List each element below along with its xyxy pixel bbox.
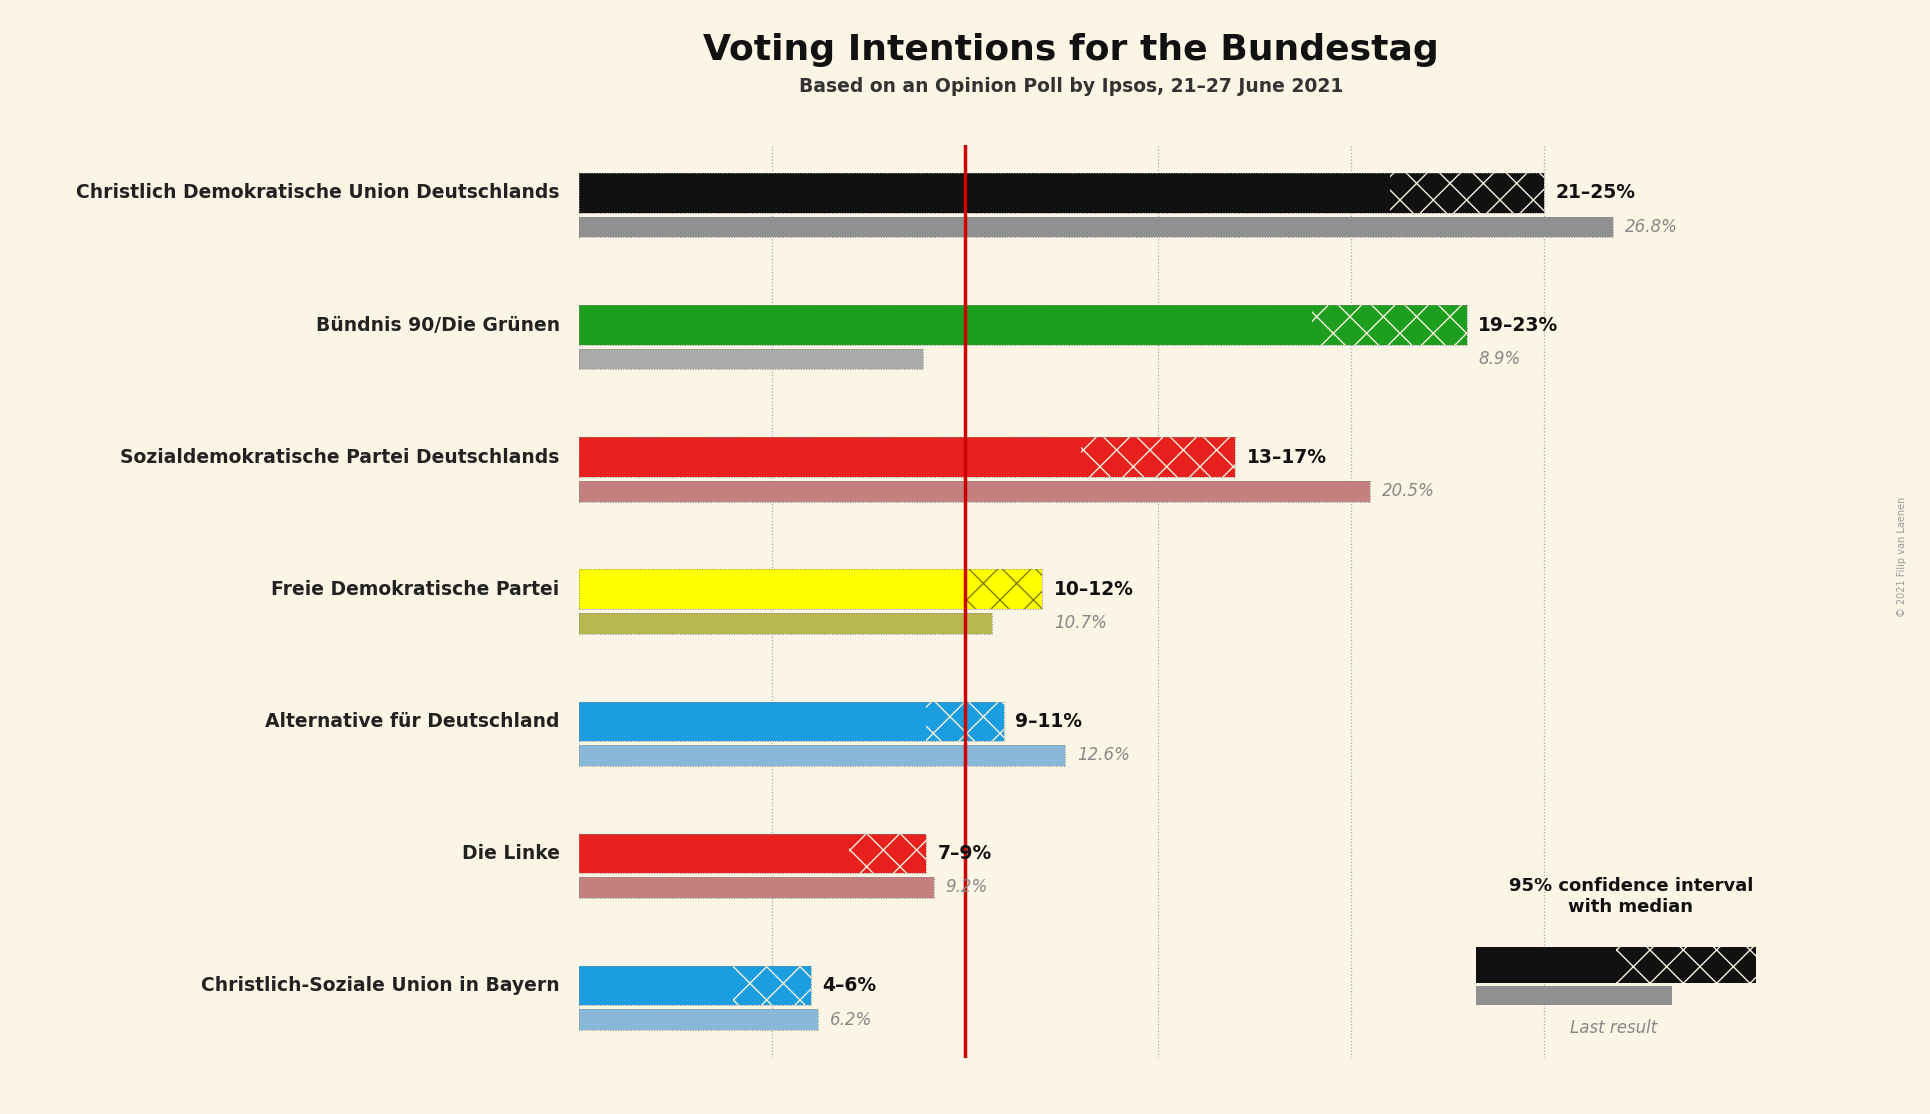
Text: Alternative für Deutschland: Alternative für Deutschland	[264, 712, 560, 731]
Text: 21–25%: 21–25%	[1556, 184, 1635, 203]
Text: 12.6%: 12.6%	[1077, 746, 1129, 764]
Text: 26.8%: 26.8%	[1625, 218, 1677, 236]
Text: 8.9%: 8.9%	[1478, 350, 1521, 368]
Bar	[733, 966, 811, 1006]
Text: Based on an Opinion Poll by Ipsos, 21–27 June 2021: Based on an Opinion Poll by Ipsos, 21–27…	[799, 77, 1343, 97]
Bar	[579, 877, 934, 898]
Text: Freie Demokratische Partei: Freie Demokratische Partei	[272, 579, 560, 599]
Bar	[579, 877, 934, 898]
Bar	[579, 216, 1613, 237]
Bar	[579, 349, 923, 370]
Bar	[926, 702, 1004, 741]
Bar	[579, 702, 1004, 741]
Text: 10–12%: 10–12%	[1054, 579, 1133, 599]
Bar	[579, 702, 926, 741]
Bar	[849, 833, 926, 873]
Bar	[1312, 305, 1467, 345]
Bar	[579, 745, 1065, 765]
Bar	[579, 833, 849, 873]
Text: Last result: Last result	[1569, 1019, 1658, 1037]
Text: 6.2%: 6.2%	[830, 1010, 872, 1028]
Bar	[579, 173, 1544, 213]
Bar	[849, 833, 926, 873]
Text: Voting Intentions for the Bundestag: Voting Intentions for the Bundestag	[703, 33, 1440, 67]
Bar	[579, 966, 733, 1006]
Bar	[1081, 438, 1235, 477]
Text: © 2021 Filip van Laenen: © 2021 Filip van Laenen	[1897, 497, 1907, 617]
Text: 10.7%: 10.7%	[1054, 614, 1106, 633]
Text: 95% confidence interval
with median: 95% confidence interval with median	[1509, 878, 1752, 916]
Text: 9–11%: 9–11%	[1015, 712, 1083, 731]
Text: Christlich Demokratische Union Deutschlands: Christlich Demokratische Union Deutschla…	[75, 184, 560, 203]
Bar	[579, 305, 1312, 345]
Bar	[965, 569, 1042, 609]
Bar	[579, 305, 1467, 345]
Bar	[579, 438, 1081, 477]
Bar	[579, 481, 1370, 501]
Text: Sozialdemokratische Partei Deutschlands: Sozialdemokratische Partei Deutschlands	[120, 448, 560, 467]
Text: 20.5%: 20.5%	[1382, 482, 1434, 500]
Bar	[733, 966, 811, 1006]
Text: Bündnis 90/Die Grünen: Bündnis 90/Die Grünen	[317, 315, 560, 334]
Text: 9.2%: 9.2%	[946, 879, 988, 897]
Bar	[1081, 438, 1235, 477]
Text: Christlich-Soziale Union in Bayern: Christlich-Soziale Union in Bayern	[201, 976, 560, 995]
Bar	[579, 481, 1370, 501]
Text: 4–6%: 4–6%	[822, 976, 876, 995]
Bar	[1476, 987, 1671, 1005]
Bar	[579, 833, 926, 873]
Bar	[579, 613, 992, 634]
Bar	[579, 438, 1235, 477]
Bar	[1615, 947, 1756, 983]
Bar	[579, 569, 965, 609]
Bar	[1390, 173, 1544, 213]
Bar	[579, 569, 1042, 609]
Bar	[579, 173, 1390, 213]
Bar	[579, 613, 992, 634]
Bar	[579, 1009, 818, 1030]
Bar	[579, 216, 1613, 237]
Text: Die Linke: Die Linke	[461, 844, 560, 863]
Text: 7–9%: 7–9%	[938, 844, 992, 863]
Bar	[579, 1009, 818, 1030]
Bar	[1390, 173, 1544, 213]
Text: 19–23%: 19–23%	[1478, 315, 1559, 334]
Bar	[579, 966, 811, 1006]
Bar	[965, 569, 1042, 609]
Bar	[1312, 305, 1467, 345]
Text: 13–17%: 13–17%	[1247, 448, 1326, 467]
Bar	[579, 745, 1065, 765]
Bar	[926, 702, 1004, 741]
Bar	[579, 349, 923, 370]
Bar	[1476, 947, 1615, 983]
